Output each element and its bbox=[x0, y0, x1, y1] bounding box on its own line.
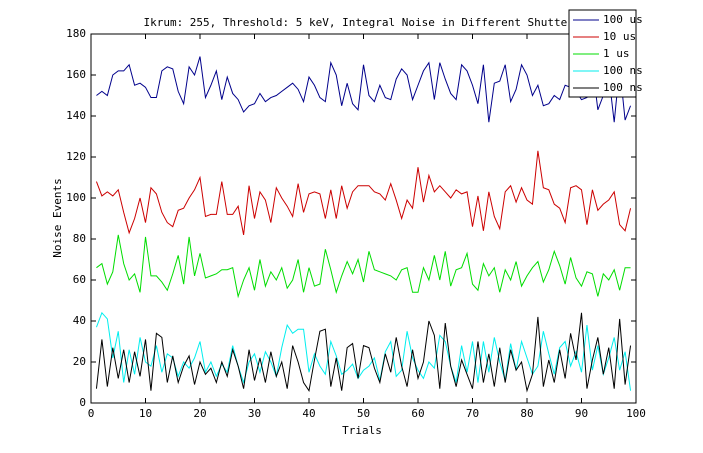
series-line bbox=[96, 56, 632, 123]
chart-title: Ikrum: 255, Threshold: 5 keV, Integral N… bbox=[143, 16, 580, 29]
legend-label: 100 ns bbox=[603, 64, 643, 77]
x-tick-label: 90 bbox=[575, 407, 588, 420]
legend-label: 1 us bbox=[603, 47, 630, 60]
x-tick-label: 60 bbox=[411, 407, 424, 420]
x-tick-label: 10 bbox=[139, 407, 152, 420]
y-tick-label: 160 bbox=[66, 68, 86, 81]
series-line bbox=[95, 311, 632, 391]
x-tick-label: 40 bbox=[302, 407, 315, 420]
x-tick-label: 80 bbox=[520, 407, 533, 420]
y-tick-label: 80 bbox=[73, 232, 86, 245]
x-tick-label: 30 bbox=[248, 407, 261, 420]
x-tick-label: 0 bbox=[88, 407, 95, 420]
series-line bbox=[95, 312, 632, 393]
y-tick-label: 100 bbox=[66, 191, 86, 204]
y-tick-label: 40 bbox=[73, 314, 86, 327]
x-tick-label: 20 bbox=[193, 407, 206, 420]
y-axis-label: Noise Events bbox=[51, 178, 64, 257]
y-tick-label: 140 bbox=[66, 109, 86, 122]
y-tick-label: 60 bbox=[73, 273, 86, 286]
legend-label: 100 us bbox=[603, 13, 643, 26]
legend-label: 100 ns bbox=[603, 81, 643, 94]
series-line bbox=[96, 234, 631, 299]
x-tick-label: 50 bbox=[357, 407, 370, 420]
y-tick-label: 120 bbox=[66, 150, 86, 163]
x-tick-label: 70 bbox=[466, 407, 479, 420]
series-line bbox=[95, 150, 632, 235]
y-tick-label: 180 bbox=[66, 27, 86, 40]
y-tick-label: 20 bbox=[73, 355, 86, 368]
y-tick-label: 0 bbox=[79, 396, 86, 409]
legend-label: 10 us bbox=[603, 30, 636, 43]
x-axis-label: Trials bbox=[342, 424, 382, 437]
x-tick-label: 100 bbox=[626, 407, 646, 420]
